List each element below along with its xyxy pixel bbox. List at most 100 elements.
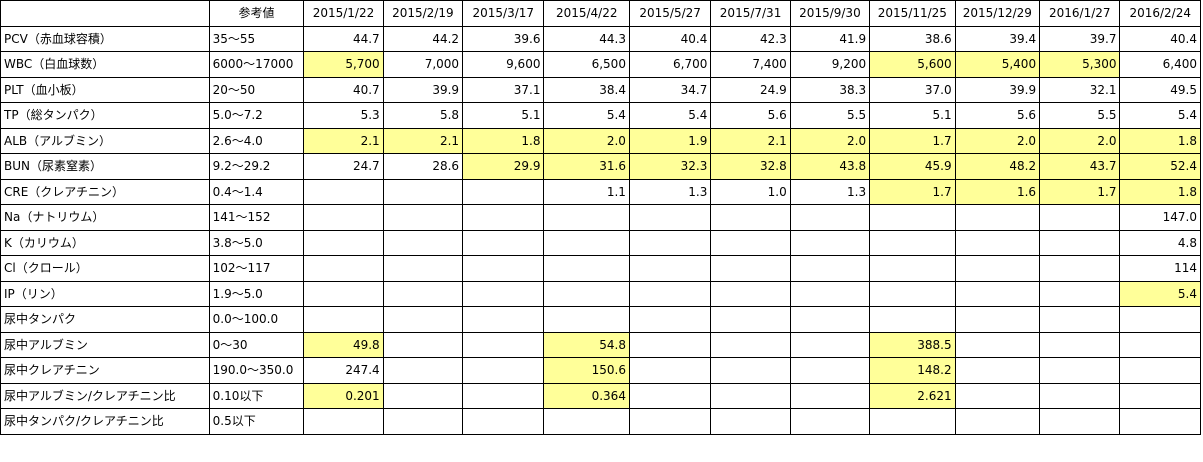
value-cell [462, 204, 545, 231]
date-header: 2015/12/29 [954, 0, 1041, 27]
table-row: IP（リン） 1.9〜5.0 5.4 [0, 280, 1201, 307]
reference-range-cell: 0〜30 [208, 331, 305, 358]
value-cell [462, 382, 545, 409]
value-cell-out-of-range: 2.621 [869, 382, 956, 409]
value-cell-out-of-range: 5,400 [954, 51, 1041, 78]
value-cell [543, 204, 630, 231]
value-cell: 40.7 [303, 76, 384, 103]
value-cell-out-of-range: 0.364 [543, 382, 630, 409]
value-cell [1039, 306, 1121, 333]
value-cell: 24.7 [303, 153, 384, 180]
reference-range-cell: 2.6〜4.0 [208, 127, 305, 154]
value-cell [710, 204, 791, 231]
value-cell [303, 229, 384, 256]
value-cell-out-of-range: 2.0 [543, 127, 630, 154]
value-cell-out-of-range: 388.5 [869, 331, 956, 358]
value-cell-out-of-range: 1.9 [628, 127, 712, 154]
value-cell: 38.4 [543, 76, 630, 103]
reference-range-cell: 5.0〜7.2 [208, 102, 305, 129]
value-cell: 40.4 [628, 25, 712, 52]
test-name-cell: PCV（赤血球容積） [0, 25, 210, 52]
value-cell [954, 280, 1041, 307]
value-cell [543, 408, 630, 435]
value-cell: 32.1 [1039, 76, 1121, 103]
reference-range-cell: 0.10以下 [208, 382, 305, 409]
value-cell [869, 255, 956, 282]
value-cell-out-of-range: 2.1 [303, 127, 384, 154]
value-cell: 34.7 [628, 76, 712, 103]
value-cell [382, 204, 464, 231]
value-cell [1119, 306, 1201, 333]
test-name-cell: IP（リン） [0, 280, 210, 307]
table-row: BUN（尿素窒素） 9.2〜29.2 24.7 28.6 29.9 31.6 32.3 32.… [0, 153, 1201, 180]
test-name-cell: 尿中タンパク [0, 306, 210, 333]
value-cell: 38.3 [789, 76, 871, 103]
value-cell-out-of-range: 1.7 [869, 178, 956, 205]
value-cell [382, 408, 464, 435]
value-cell [1039, 331, 1121, 358]
date-header: 2015/1/22 [303, 0, 384, 27]
value-cell: 5.4 [1119, 102, 1201, 129]
test-name-cell: TP（総タンパク） [0, 102, 210, 129]
value-cell [1039, 357, 1121, 384]
reference-range-cell: 3.8〜5.0 [208, 229, 305, 256]
value-cell-out-of-range: 1.8 [1119, 178, 1201, 205]
table-row: 尿中クレアチニン 190.0〜350.0 247.4 150.6 148.2 [0, 357, 1201, 384]
value-cell [628, 306, 712, 333]
table-body: 参考値 2015/1/22 2015/2/19 2015/3/17 2015/4/22 2… [0, 0, 1201, 435]
value-cell-out-of-range: 49.8 [303, 331, 384, 358]
value-cell: 44.2 [382, 25, 464, 52]
test-name-cell: Cl（クロール） [0, 255, 210, 282]
value-cell-out-of-range: 2.0 [954, 127, 1041, 154]
date-header: 2015/9/30 [789, 0, 871, 27]
value-cell-out-of-range: 1.8 [462, 127, 545, 154]
value-cell: 39.9 [382, 76, 464, 103]
value-cell-out-of-range: 5.4 [1119, 280, 1201, 307]
value-cell [543, 280, 630, 307]
table-row: PCV（赤血球容積） 35〜55 44.7 44.2 39.6 44.3 40.4 42.3 4… [0, 25, 1201, 52]
value-cell [710, 331, 791, 358]
value-cell [303, 280, 384, 307]
value-cell [303, 204, 384, 231]
date-header: 2015/4/22 [543, 0, 630, 27]
reference-range-cell: 6000〜17000 [208, 51, 305, 78]
value-cell [954, 357, 1041, 384]
value-cell [710, 255, 791, 282]
value-cell-out-of-range: 43.8 [789, 153, 871, 180]
value-cell [382, 178, 464, 205]
value-cell-out-of-range: 48.2 [954, 153, 1041, 180]
value-cell [710, 229, 791, 256]
table-row: 尿中タンパク/クレアチニン比 0.5以下 [0, 408, 1201, 435]
value-cell: 9,600 [462, 51, 545, 78]
value-cell [1119, 331, 1201, 358]
value-cell: 40.4 [1119, 25, 1201, 52]
reference-range-cell: 141〜152 [208, 204, 305, 231]
value-cell-out-of-range: 148.2 [869, 357, 956, 384]
value-cell: 1.3 [789, 178, 871, 205]
value-cell [789, 382, 871, 409]
value-cell [954, 331, 1041, 358]
value-cell: 39.9 [954, 76, 1041, 103]
value-cell [382, 280, 464, 307]
value-cell [303, 255, 384, 282]
test-name-cell: K（カリウム） [0, 229, 210, 256]
value-cell: 38.6 [869, 25, 956, 52]
reference-range-header: 参考値 [208, 0, 305, 27]
table-row: TP（総タンパク） 5.0〜7.2 5.3 5.8 5.1 5.4 5.4 5.6 5.5 5.1… [0, 102, 1201, 129]
value-cell [789, 280, 871, 307]
value-cell [869, 204, 956, 231]
value-cell [869, 229, 956, 256]
value-cell-out-of-range: 45.9 [869, 153, 956, 180]
value-cell-out-of-range: 52.4 [1119, 153, 1201, 180]
date-header: 2016/1/27 [1039, 0, 1121, 27]
value-cell [789, 204, 871, 231]
value-cell: 5.1 [869, 102, 956, 129]
value-cell-out-of-range: 43.7 [1039, 153, 1121, 180]
test-name-cell: Na（ナトリウム） [0, 204, 210, 231]
value-cell [710, 382, 791, 409]
lab-results-table: 参考値 2015/1/22 2015/2/19 2015/3/17 2015/4/22 2… [0, 0, 1201, 435]
value-cell [628, 382, 712, 409]
value-cell: 6,700 [628, 51, 712, 78]
value-cell [1039, 382, 1121, 409]
value-cell-out-of-range: 2.1 [382, 127, 464, 154]
